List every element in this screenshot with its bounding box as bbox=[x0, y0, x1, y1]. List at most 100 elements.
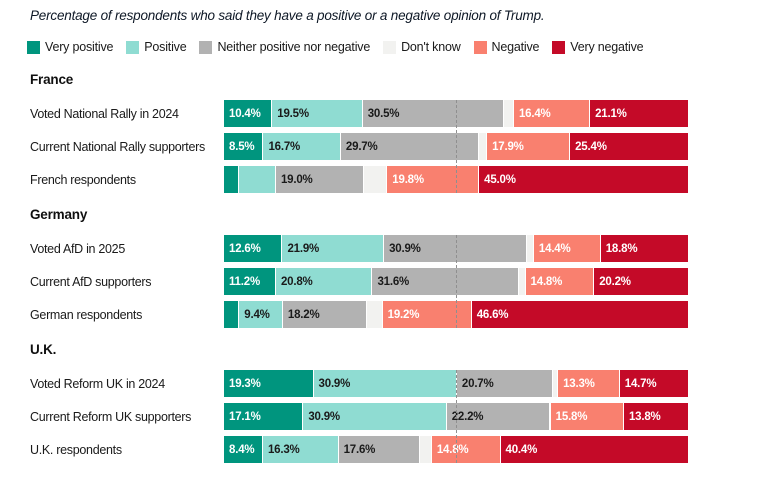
chart-row-german-respondents: German respondents 9.4% 18.2% 19.2% 46.6% bbox=[30, 301, 688, 328]
bar-segment-negative: 17.9% bbox=[487, 133, 571, 160]
bar-segment-don-t-know bbox=[549, 403, 551, 430]
group-header-u-k: U.K. bbox=[30, 342, 57, 357]
bar-segment-very-positive: 17.1% bbox=[224, 403, 304, 430]
legend-label: Very positive bbox=[45, 40, 114, 54]
bar-segment-positive: 30.9% bbox=[313, 370, 457, 397]
segment-value-label: 10.4% bbox=[229, 107, 261, 120]
bar-segment-negative: 13.3% bbox=[558, 370, 620, 397]
bar-segment-positive bbox=[238, 166, 276, 193]
segment-value-label: 29.7% bbox=[345, 140, 378, 153]
bar-segment-neither-positive-nor-negative: 22.2% bbox=[446, 403, 550, 430]
segment-value-label: 11.2% bbox=[229, 275, 260, 288]
negative-swatch-icon bbox=[473, 40, 487, 54]
group-rows-france: Voted National Rally in 2024 10.4% 19.5% 30… bbox=[30, 100, 688, 193]
segment-value-label: 14.4% bbox=[538, 242, 571, 255]
reference-line-50pct bbox=[456, 100, 457, 193]
stacked-bar: 9.4% 18.2% 19.2% 46.6% bbox=[224, 301, 688, 328]
legend-item-very-negative: Very negative bbox=[552, 40, 644, 54]
segment-value-label: 30.9% bbox=[389, 242, 421, 255]
legend-label: Positive bbox=[144, 40, 187, 54]
positive-swatch-icon bbox=[126, 40, 140, 54]
bar-segment-positive: 16.7% bbox=[263, 133, 341, 160]
legend-item-positive: Positive bbox=[126, 40, 187, 54]
segment-value-label: 14.7% bbox=[624, 377, 657, 390]
segment-value-label: 20.7% bbox=[461, 377, 494, 390]
bar-segment-very-negative: 45.0% bbox=[479, 166, 688, 193]
bar-segment-neither-positive-nor-negative: 30.5% bbox=[362, 100, 505, 127]
row-label: Voted Reform UK in 2024 bbox=[30, 376, 165, 391]
bar-segment-positive: 9.4% bbox=[239, 301, 283, 328]
group-germany: Germany Voted AfD in 2025 12.6% 21.9% 30.9% 1… bbox=[30, 207, 688, 328]
bar-segment-very-positive: 12.6% bbox=[224, 235, 283, 262]
bar-segment-very-negative: 18.8% bbox=[600, 235, 688, 262]
group-header-germany: Germany bbox=[30, 207, 88, 222]
segment-value-label: 17.9% bbox=[492, 140, 524, 153]
bar-segment-don-t-know bbox=[364, 166, 388, 193]
bar-segment-positive: 30.9% bbox=[303, 403, 447, 430]
group-france: France Voted National Rally in 2024 10.4% 1… bbox=[30, 72, 688, 193]
segment-value-label: 31.6% bbox=[377, 275, 410, 288]
segment-value-label: 19.5% bbox=[277, 107, 309, 120]
segment-value-label: 14.8% bbox=[530, 275, 563, 288]
bar-segment-don-t-know bbox=[420, 436, 432, 463]
legend-item-don-t-know: Don't know bbox=[383, 40, 461, 54]
row-label: U.K. respondents bbox=[30, 442, 122, 457]
bar-segment-very-positive bbox=[224, 301, 240, 328]
bar-segment-don-t-know bbox=[527, 235, 534, 262]
segment-value-label: 20.2% bbox=[599, 275, 631, 288]
group-header-france: France bbox=[30, 72, 74, 87]
neither-positive-nor-negative-swatch-icon bbox=[199, 40, 213, 54]
segment-value-label: 21.1% bbox=[595, 107, 627, 120]
stacked-bar: 19.0% 19.8% 45.0% bbox=[224, 166, 688, 193]
chart-area: France Voted National Rally in 2024 10.4% 1… bbox=[30, 72, 688, 477]
segment-value-label: 19.0% bbox=[280, 173, 313, 186]
stacked-bar: 8.4% 16.3% 17.6% 14.8% 40.4% bbox=[224, 436, 688, 463]
legend-label: Negative bbox=[491, 40, 540, 54]
bar-segment-very-negative: 13.8% bbox=[623, 403, 688, 430]
chart-row-voted-reform-uk-in-2024: Voted Reform UK in 2024 19.3% 30.9% 20.7% 13… bbox=[30, 370, 688, 397]
bar-segment-very-negative: 46.6% bbox=[471, 301, 688, 328]
stacked-bar: 10.4% 19.5% 30.5% 16.4% 21.1% bbox=[224, 100, 688, 127]
chart-row-voted-afd-in-2025: Voted AfD in 2025 12.6% 21.9% 30.9% 14.4% 18.… bbox=[30, 235, 688, 262]
bar-segment-negative: 14.8% bbox=[431, 436, 501, 463]
chart-row-current-afd-supporters: Current AfD supporters 11.2% 20.8% 31.6% 14.… bbox=[30, 268, 688, 295]
segment-value-label: 8.5% bbox=[229, 140, 255, 153]
bar-segment-very-negative: 21.1% bbox=[590, 100, 688, 127]
bar-segment-positive: 16.3% bbox=[262, 436, 339, 463]
stacked-bar: 19.3% 30.9% 20.7% 13.3% 14.7% bbox=[224, 370, 688, 397]
row-label: French respondents bbox=[30, 172, 136, 187]
row-label: Current Reform UK supporters bbox=[30, 409, 192, 424]
bar-segment-neither-positive-nor-negative: 31.6% bbox=[372, 268, 520, 295]
bar-segment-don-t-know bbox=[519, 268, 526, 295]
segment-value-label: 14.8% bbox=[436, 443, 469, 456]
reference-line-50pct bbox=[456, 235, 457, 328]
bar-segment-neither-positive-nor-negative: 18.2% bbox=[282, 301, 368, 328]
segment-value-label: 13.3% bbox=[563, 377, 595, 390]
bar-segment-neither-positive-nor-negative: 17.6% bbox=[338, 436, 421, 463]
segment-value-label: 13.8% bbox=[628, 410, 661, 423]
legend-label: Don't know bbox=[401, 40, 461, 54]
segment-value-label: 12.6% bbox=[229, 242, 261, 255]
legend-label: Neither positive nor negative bbox=[217, 40, 371, 54]
group-u-k: U.K. Voted Reform UK in 2024 19.3% 30.9% 20.… bbox=[30, 342, 688, 463]
bar-segment-don-t-know bbox=[504, 100, 514, 127]
segment-value-label: 45.0% bbox=[484, 173, 516, 186]
don-t-know-swatch-icon bbox=[383, 40, 397, 54]
segment-value-label: 20.8% bbox=[280, 275, 313, 288]
row-label: Current National Rally supporters bbox=[30, 139, 205, 154]
segment-value-label: 9.4% bbox=[244, 308, 270, 321]
segment-value-label: 30.9% bbox=[308, 410, 340, 423]
stacked-bar: 11.2% 20.8% 31.6% 14.8% 20.2% bbox=[224, 268, 688, 295]
chart-title: Percentage of respondents who said they … bbox=[30, 8, 545, 23]
segment-value-label: 30.9% bbox=[318, 377, 351, 390]
segment-value-label: 17.1% bbox=[229, 410, 261, 423]
group-rows-germany: Voted AfD in 2025 12.6% 21.9% 30.9% 14.4% 18.… bbox=[30, 235, 688, 328]
legend: Very positive Positive Neither positive no… bbox=[27, 40, 644, 54]
legend-item-neither-positive-nor-negative: Neither positive nor negative bbox=[199, 40, 370, 54]
chart-row-current-national-rally-supporters: Current National Rally supporters 8.5% 16.… bbox=[30, 133, 688, 160]
segment-value-label: 19.3% bbox=[229, 377, 261, 390]
reference-line-50pct bbox=[456, 370, 457, 463]
very-negative-swatch-icon bbox=[552, 40, 566, 54]
segment-value-label: 30.5% bbox=[367, 107, 400, 120]
